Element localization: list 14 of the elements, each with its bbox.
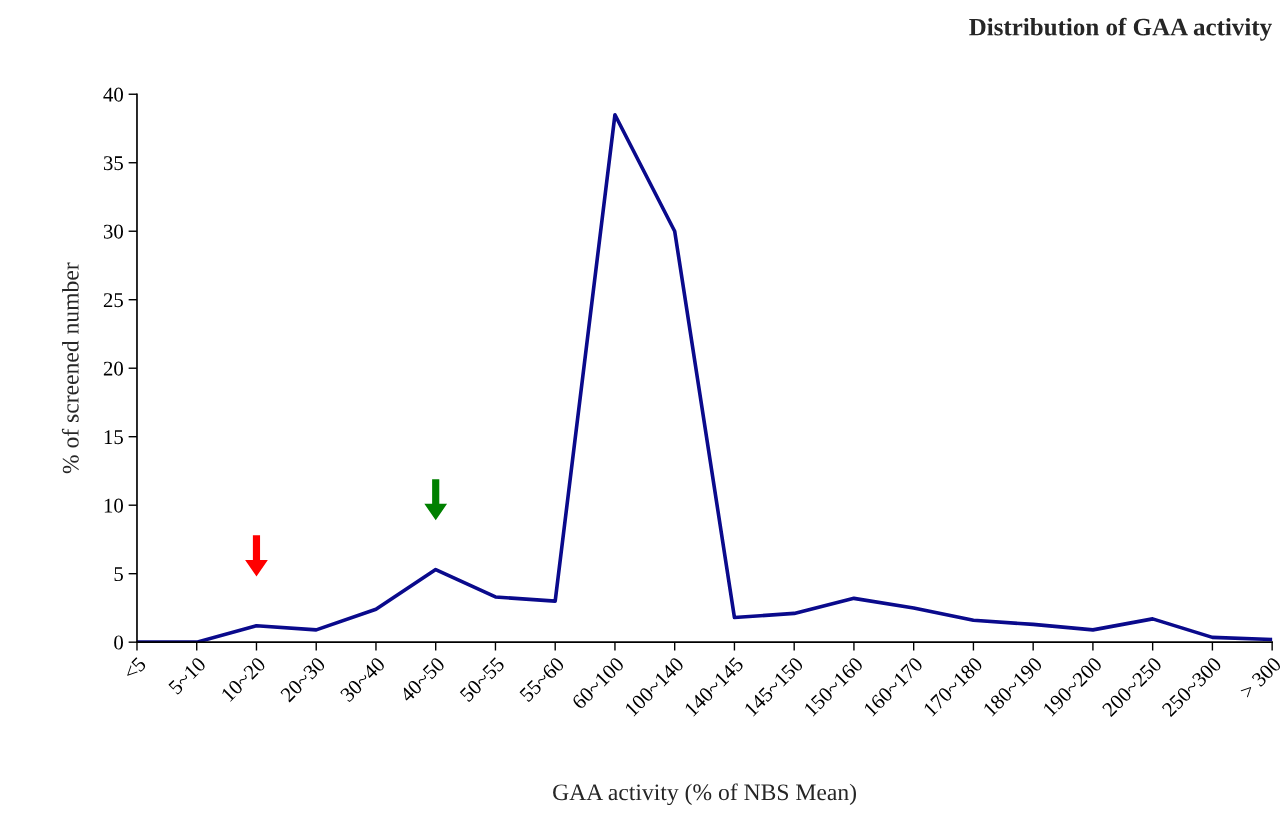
x-tick-label: <5	[122, 656, 147, 681]
y-tick-label: 20	[103, 361, 123, 376]
y-tick-label: 25	[103, 293, 123, 308]
x-axis-title: GAA activity (% of NBS Mean)	[553, 783, 856, 806]
y-tick-label: 15	[104, 430, 123, 445]
y-tick-label: 40	[103, 87, 123, 102]
y-tick-label: 10	[104, 498, 123, 513]
y-tick-label: 30	[103, 224, 123, 239]
y-tick-label: 35	[103, 156, 123, 171]
x-tick-label: > 300	[1239, 656, 1282, 700]
chart-title: Distribution of GAA activity	[969, 17, 1272, 41]
y-tick-label: 5	[114, 567, 123, 582]
y-tick-label: 0	[114, 635, 123, 650]
y-axis-title: % of screened number	[61, 262, 79, 474]
